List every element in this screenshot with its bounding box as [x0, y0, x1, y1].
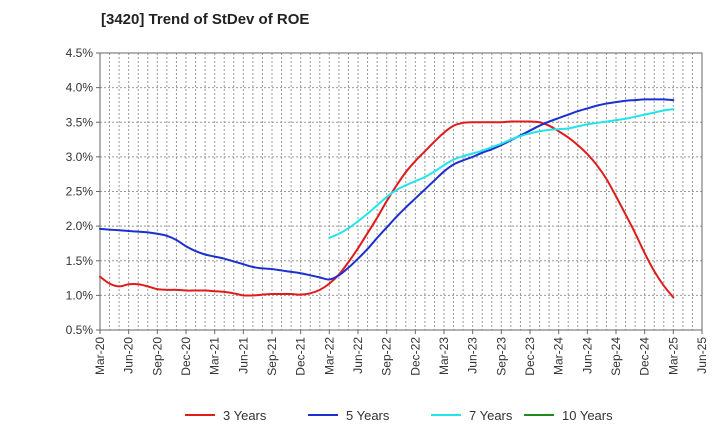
y-tick-label: 2.5% — [66, 185, 94, 199]
y-tick-label: 3.0% — [66, 150, 94, 164]
x-tick-label: Mar-25 — [666, 337, 680, 375]
x-tick-label: Mar-20 — [93, 337, 107, 375]
x-tick-label: Jun-23 — [466, 337, 480, 374]
x-axis: Mar-20 Jun-20 Sep-20 Dec-20 Mar-21 Jun-21 Sep-… — [93, 330, 709, 376]
chart-title: [3420] Trend of StDev of ROE — [101, 11, 310, 28]
y-tick-label: 3.5% — [66, 115, 94, 129]
y-tick-label: 4.5% — [66, 46, 94, 60]
x-tick-label: Dec-21 — [294, 337, 308, 376]
x-tick-label: Jun-22 — [351, 337, 365, 374]
y-tick-label: 1.5% — [66, 254, 94, 268]
y-tick-label: 0.5% — [66, 323, 94, 337]
x-tick-label: Dec-20 — [179, 337, 193, 376]
series-line-5-years — [99, 98, 675, 281]
x-tick-label: Jun-24 — [580, 337, 594, 374]
x-tick-label: Jun-21 — [236, 337, 250, 374]
x-tick-label: Mar-22 — [322, 337, 336, 375]
x-tick-label: Dec-24 — [638, 337, 652, 376]
series-layer — [99, 98, 675, 299]
x-tick-label: Jun-20 — [122, 337, 136, 374]
series-line-7-years — [328, 108, 675, 239]
legend: 3 Years 5 Years 7 Years 10 Years — [185, 408, 613, 423]
y-tick-label: 2.0% — [66, 219, 94, 233]
y-tick-label: 4.0% — [66, 81, 94, 95]
x-tick-label: Sep-20 — [150, 337, 164, 376]
x-tick-label: Dec-23 — [523, 337, 537, 376]
x-tick-label: Mar-21 — [208, 337, 222, 375]
x-tick-label: Jun-25 — [695, 337, 709, 374]
y-tick-label: 1.0% — [66, 288, 94, 302]
x-tick-label: Sep-24 — [609, 337, 623, 376]
y-axis: 0.5% 1.0% 1.5% 2.0% 2.5% 3.0% 3.5% 4.0% 4.5% — [66, 46, 100, 337]
x-tick-label: Sep-22 — [380, 337, 394, 376]
x-tick-label: Mar-24 — [552, 337, 566, 375]
x-tick-label: Mar-23 — [437, 337, 451, 375]
legend-label-5-years: 5 Years — [346, 408, 390, 423]
legend-label-3-years: 3 Years — [223, 408, 267, 423]
legend-label-7-years: 7 Years — [469, 408, 513, 423]
legend-label-10-years: 10 Years — [562, 408, 613, 423]
x-tick-label: Dec-22 — [408, 337, 422, 376]
grid — [100, 53, 702, 330]
x-tick-label: Sep-21 — [265, 337, 279, 376]
series-line-3-years — [99, 120, 675, 299]
x-tick-label: Sep-23 — [494, 337, 508, 376]
